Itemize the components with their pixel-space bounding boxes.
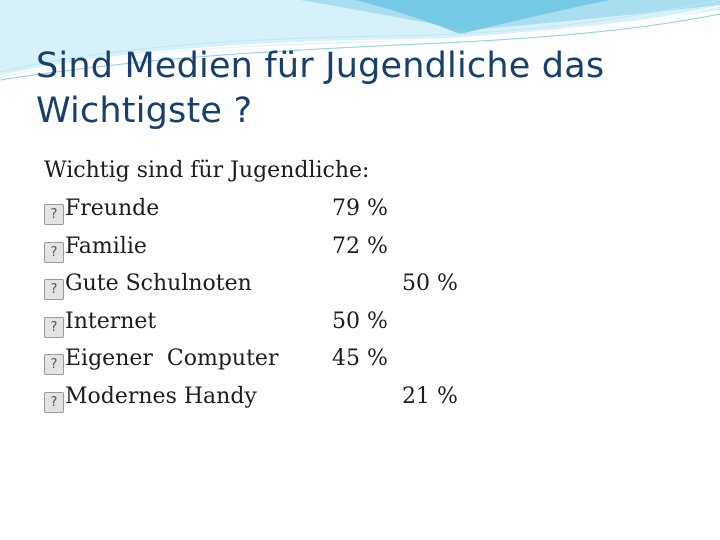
item-percentage: 45 % — [332, 346, 388, 371]
missing-glyph-bullet-icon: ? — [44, 354, 64, 375]
header-wave-decoration — [0, 0, 720, 81]
missing-glyph-bullet-icon: ? — [44, 204, 64, 225]
list-item: ? Internet 50 % — [44, 303, 684, 341]
item-percentage: 21 % — [402, 383, 458, 409]
item-label: Freunde — [65, 196, 160, 221]
item-list: ? Freunde 79 %? Familie 72 %? Gute Schulnoten… — [44, 190, 684, 415]
missing-glyph-bullet-icon: ? — [44, 316, 64, 338]
list-item: ? Familie 72 % — [44, 228, 684, 266]
missing-glyph-bullet-icon: ? — [44, 279, 64, 300]
list-item: ? Freunde 79 % — [44, 190, 684, 228]
missing-glyph-bullet-icon: ? — [44, 391, 64, 413]
list-item: ? Modernes Handy 21 % — [44, 378, 684, 416]
list-item: ? Gute Schulnoten 50 % — [44, 265, 684, 303]
intro-text: Wichtig sind für Jugendliche: — [44, 158, 370, 183]
item-percentage: 50 % — [332, 308, 388, 334]
wave-line-3 — [0, 0, 720, 73]
item-percentage: 72 % — [332, 233, 388, 259]
item-percentage: 79 % — [332, 196, 388, 221]
item-percentage: 50 % — [402, 271, 458, 296]
wave-line-1 — [0, 5, 720, 77]
item-label: Gute Schulnoten — [65, 271, 252, 296]
wave-line-2 — [0, 13, 720, 81]
slide-title: Sind Medien für Jugendliche das Wichtigs… — [36, 46, 605, 131]
slide-body: Wichtig sind für Jugendliche: ? Freunde 79… — [44, 152, 684, 415]
item-label: Modernes Handy — [65, 383, 257, 409]
item-label: Eigener Computer — [65, 346, 279, 371]
list-item: ? Eigener Computer 45 % — [44, 340, 684, 378]
item-label: Familie — [65, 233, 147, 259]
missing-glyph-bullet-icon: ? — [44, 241, 64, 263]
item-label: Internet — [65, 308, 157, 334]
wave-fill-band-2 — [355, 0, 610, 34]
